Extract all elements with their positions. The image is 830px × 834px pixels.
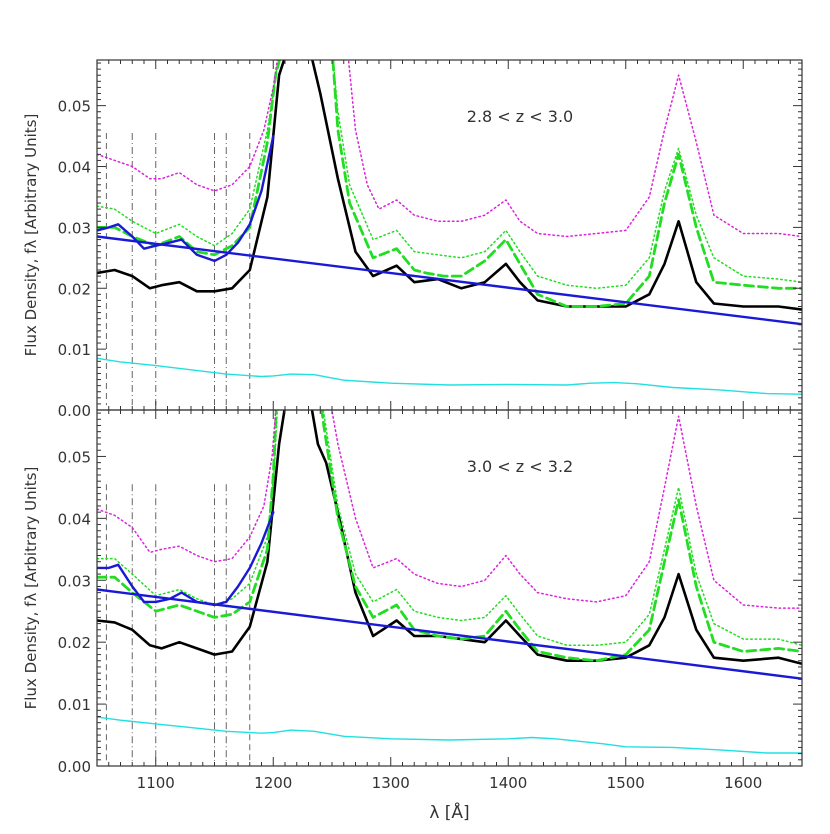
y-tick-label: 0.04 (58, 159, 91, 177)
plot-area (97, 410, 802, 762)
series-3-green-dot (97, 60, 802, 290)
redshift-annotation: 2.8 < z < 3.0 (467, 107, 573, 126)
x-tick-label: 1500 (607, 774, 645, 792)
panel-1: 0.00 0.01 0.02 0.03 0.04 0.05 2.8 < z < 3.0 Flu… (22, 59, 803, 420)
series-5-blue-solid (97, 511, 275, 607)
series-3-green-dot (97, 410, 802, 647)
y-tick-label: 0.00 (58, 402, 91, 420)
x-tick-label: 1600 (724, 774, 762, 792)
series-2-green-dash-thick (97, 60, 802, 308)
series-2-green-dash-thick (97, 410, 802, 663)
plot-area (97, 60, 802, 406)
y-tick-label: 0.03 (58, 572, 91, 590)
series-4-magenta-dot (97, 410, 802, 609)
y-tick-label: 0.01 (58, 696, 91, 714)
redshift-annotation: 3.0 < z < 3.2 (467, 457, 573, 476)
series-7-cyan-solid-thin (97, 716, 802, 754)
series-1-black-solid-thick (97, 410, 802, 666)
x-tick-label: 1200 (254, 774, 292, 792)
y-tick-label: 0.01 (58, 341, 91, 359)
panel-2: 0.00 0.01 0.02 0.03 0.04 0.05 1100 1200 1300 1400… (22, 409, 803, 823)
y-tick-label: 0.05 (58, 448, 91, 466)
series-6-blue-solid (97, 588, 802, 680)
series-6-blue-solid (97, 235, 802, 326)
series-5-blue-solid (97, 134, 275, 263)
y-tick-label: 0.02 (58, 280, 91, 298)
y-tick-label: 0.02 (58, 634, 91, 652)
y-tick-label: 0.05 (58, 98, 91, 116)
plot-frame (96, 59, 803, 411)
y-axis-label: Flux Density, fλ [Arbitrary Units] (22, 467, 40, 710)
x-tick-label: 1100 (137, 774, 175, 792)
y-tick-label: 0.03 (58, 219, 91, 237)
x-tick-label: 1300 (372, 774, 410, 792)
y-axis-label: Flux Density, fλ [Arbitrary Units] (22, 114, 40, 357)
x-axis-label: λ [Å] (429, 801, 469, 823)
series-4-magenta-dot (97, 60, 802, 238)
series-7-cyan-solid-thin (97, 357, 802, 395)
y-tick-label: 0.04 (58, 510, 91, 528)
series-1-black-solid-thick (97, 60, 802, 311)
y-tick-label: 0.00 (58, 758, 91, 776)
x-tick-label: 1400 (489, 774, 527, 792)
